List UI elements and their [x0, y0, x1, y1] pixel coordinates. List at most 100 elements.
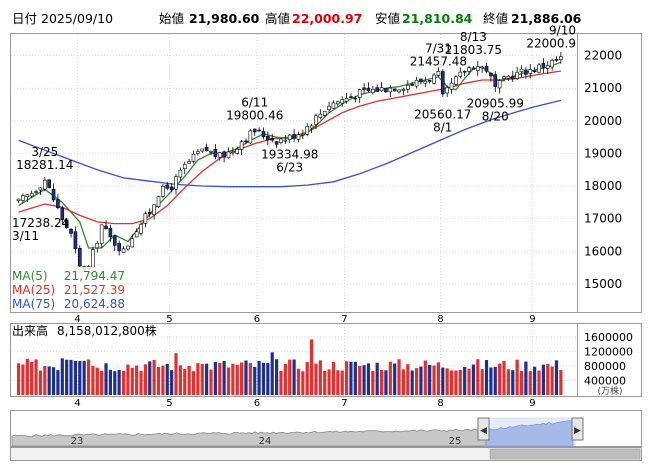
candle [147, 208, 152, 218]
candle-body [56, 199, 60, 209]
candle [283, 135, 288, 144]
candle-body [283, 139, 288, 142]
candle [515, 66, 519, 80]
candle-body [484, 65, 489, 72]
candle [38, 186, 43, 196]
volume-bar [371, 370, 375, 395]
volume-bar [305, 362, 309, 395]
volume-bar [550, 366, 554, 395]
candle [497, 78, 502, 94]
candle [252, 128, 257, 136]
candle [222, 150, 226, 163]
volume-bar [222, 360, 226, 395]
annotation-date: 8/20 [482, 109, 509, 123]
volume-bar [511, 370, 515, 395]
volume-bar [480, 369, 484, 395]
navigator-left-handle[interactable]: ◀ [477, 417, 490, 441]
candle [200, 148, 205, 153]
range-navigator[interactable]: ◀ ▶ 23 24 25 [10, 410, 642, 461]
candle-body [392, 88, 397, 92]
candle-body [200, 148, 205, 152]
candle [296, 131, 301, 143]
navigator-selection-window[interactable] [483, 417, 576, 448]
volume-bar [244, 360, 248, 395]
volume-bar [253, 366, 257, 395]
navigator-right-handle[interactable]: ▶ [571, 417, 584, 441]
candle-body [427, 80, 432, 82]
volume-bar [401, 369, 406, 395]
volume-bar [301, 371, 305, 395]
candle [427, 80, 432, 84]
annotation-value: 19334.98 [261, 148, 318, 162]
volume-bar [257, 360, 261, 395]
volume-bar [533, 366, 537, 395]
ma-legend: MA(5) 21,794.47 MA(25) 21,527.39 MA(75) … [11, 267, 126, 312]
candle [305, 123, 310, 137]
candle-body [99, 224, 104, 244]
high-label: 高値 [265, 11, 290, 26]
navigator-year-23: 23 [71, 436, 84, 447]
volume-bar [148, 361, 152, 395]
volume-bar [362, 365, 366, 395]
navigator-scrollbar-thumb[interactable] [489, 448, 641, 460]
candle [480, 65, 484, 74]
volume-bar [43, 366, 47, 395]
candle [226, 147, 231, 159]
candle [69, 228, 73, 238]
volume-bar [205, 363, 209, 395]
candle-body [121, 248, 126, 253]
navigator-left-handle-box[interactable] [477, 417, 490, 441]
candle-body [301, 133, 305, 136]
candle [112, 235, 117, 252]
candle-body [69, 229, 73, 234]
candle [231, 146, 235, 156]
candle-body [340, 99, 345, 104]
candle [502, 75, 506, 82]
annotation-date: 9/10 [549, 24, 576, 38]
candle [550, 58, 554, 71]
candle-body [73, 231, 78, 249]
candle [510, 70, 515, 83]
open-value: 21,980.60 [189, 11, 260, 26]
volume-bar [292, 359, 296, 395]
volume-bar [296, 368, 301, 395]
candle-body [156, 196, 161, 207]
candle [156, 195, 161, 209]
volume-bar [78, 361, 82, 395]
close-value: 21,886.06 [511, 11, 582, 26]
candle [21, 193, 25, 204]
volume-y-tick: 1600000 [584, 331, 633, 344]
candle [73, 226, 78, 254]
candle [445, 85, 449, 97]
annotation-value: 19800.46 [226, 108, 283, 122]
candle-body [432, 74, 436, 84]
volume-bar [274, 359, 279, 395]
volume-x-tick: 4 [74, 398, 80, 409]
candle-body [371, 88, 375, 93]
candle-body [134, 231, 139, 238]
volume-bar [432, 365, 436, 395]
price-x-tick: 4 [74, 314, 80, 325]
annotation-value: 21803.75 [445, 43, 502, 57]
candle [292, 129, 296, 142]
candle-body [554, 58, 559, 61]
candle [541, 58, 546, 73]
navigator-scrollbar-track[interactable] [10, 447, 642, 461]
volume-bar [353, 361, 357, 395]
candle-body [47, 179, 51, 188]
chevron-right-icon: ▶ [574, 426, 581, 436]
volume-bar [375, 362, 379, 395]
volume-bar [100, 370, 104, 395]
navigator-right-handle-box[interactable] [571, 417, 584, 441]
candle-body [366, 87, 371, 92]
volume-bar [318, 360, 322, 395]
price-y-tick: 21000 [584, 81, 622, 95]
candle-body [471, 67, 476, 70]
candle-body [266, 136, 270, 141]
annotation-value: 21457.48 [410, 54, 467, 68]
candle-body [25, 194, 30, 198]
volume-bar [161, 365, 165, 395]
